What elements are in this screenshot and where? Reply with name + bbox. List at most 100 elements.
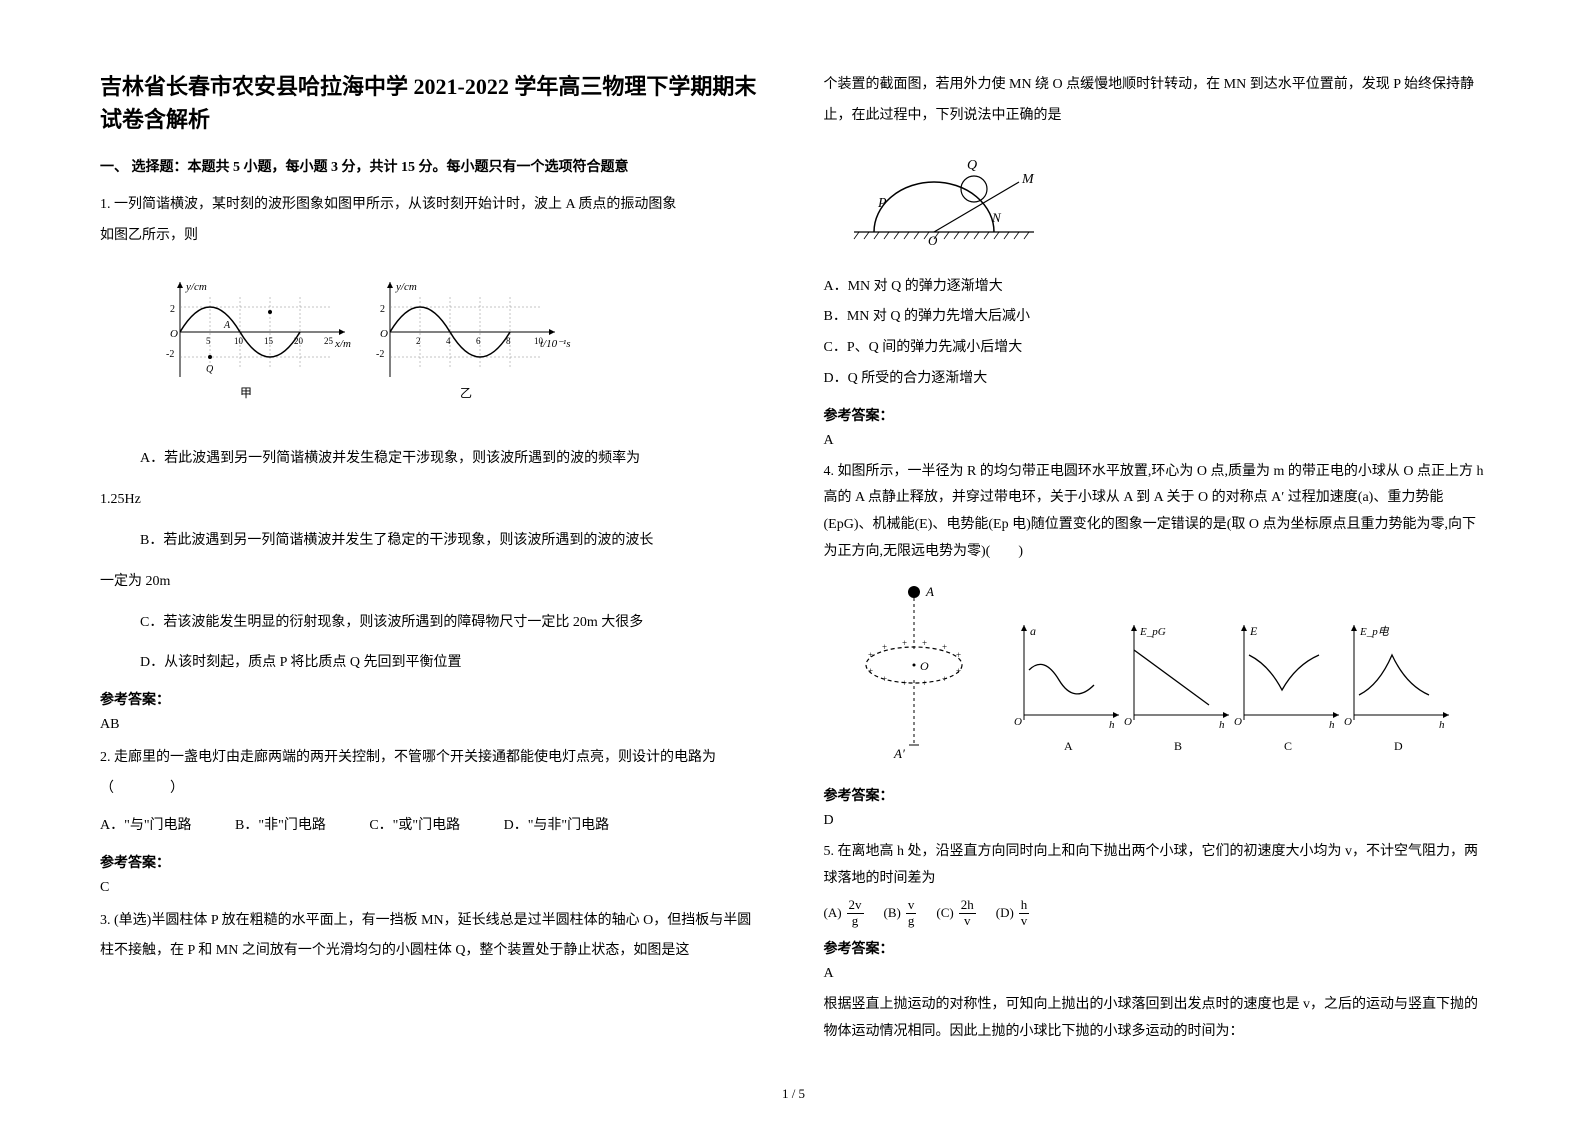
- svg-text:4: 4: [446, 336, 451, 346]
- q5-opt-b-label: (B): [884, 899, 901, 928]
- q2-answer-label: 参考答案：: [100, 852, 764, 872]
- section-header: 一、 选择题：本题共 5 小题，每小题 3 分，共计 15 分。每小题只有一个选…: [100, 156, 764, 176]
- q3-option-a: A．MN 对 Q 的弹力逐渐增大: [824, 272, 1488, 303]
- q2-option-b: B．"非"门电路: [235, 818, 326, 833]
- svg-text:O: O: [170, 328, 178, 340]
- q4-svg: A +++ +++ +++ +++ O A′: [824, 575, 1464, 770]
- svg-text:B: B: [1174, 739, 1182, 753]
- q5-opt-a-label: (A): [824, 899, 842, 928]
- svg-text:h: h: [1439, 719, 1445, 731]
- q1-option-b: B．若此波遇到另一列简谐横波并发生了稳定的干涉现象，则该波所遇到的波的波长: [140, 526, 764, 557]
- svg-text:+: +: [942, 642, 947, 652]
- q3-option-d: D．Q 所受的合力逐渐增大: [824, 364, 1488, 395]
- q3-option-b: B．MN 对 Q 的弹力先增大后减小: [824, 302, 1488, 333]
- q5-answer: A: [824, 966, 1488, 982]
- wave-right-caption: 乙: [460, 386, 472, 400]
- svg-text:+: +: [942, 674, 947, 684]
- svg-text:2: 2: [416, 336, 421, 346]
- q4-diagram: A +++ +++ +++ +++ O A′: [824, 575, 1488, 775]
- q1-stem-2: 如图乙所示，则: [100, 221, 764, 252]
- svg-text:+: +: [956, 650, 961, 660]
- wave-diagram: y/cm x/m 2 -2 5 10 15: [160, 272, 764, 425]
- question-2: 2. 走廊里的一盏电灯由走廊两端的两开关控制，不管哪个开关接通都能使电灯点亮，则…: [100, 743, 764, 841]
- q3-stem: 3. (单选)半圆柱体 P 放在粗糙的水平面上，有一挡板 MN，延长线总是过半圆…: [100, 906, 764, 968]
- svg-text:h: h: [1329, 719, 1335, 731]
- q5-opt-c-label: (C): [936, 899, 953, 928]
- wave-left-caption: 甲: [240, 386, 252, 400]
- q2-answer: C: [100, 880, 764, 896]
- svg-text:E_p电: E_p电: [1359, 625, 1390, 638]
- svg-text:6: 6: [476, 336, 481, 346]
- q1-option-c: C．若该波能发生明显的衍射现象，则该波所遇到的障碍物尺寸一定比 20m 大很多: [140, 608, 764, 639]
- svg-text:10: 10: [234, 336, 244, 346]
- q3-stem-cont: 个装置的截面图，若用外力使 MN 绕 O 点缓慢地顺时针转动，在 MN 到达水平…: [824, 70, 1488, 132]
- q2-options: A．"与"门电路 B．"非"门电路 C．"或"门电路 D．"与非"门电路: [100, 811, 764, 842]
- q4-answer-label: 参考答案：: [824, 785, 1488, 805]
- wave-right-xlabel: t/10⁻¹s: [540, 338, 571, 350]
- wave-svg: y/cm x/m 2 -2 5 10 15: [160, 272, 580, 412]
- svg-text:A: A: [925, 584, 934, 599]
- wave-left-xlabel: x/m: [334, 338, 351, 350]
- q2-option-a: A．"与"门电路: [100, 818, 192, 833]
- q4-stem: 4. 如图所示，一半径为 R 的均匀带正电圆环水平放置,环心为 O 点,质量为 …: [824, 459, 1488, 565]
- wave-left-ylabel: y/cm: [185, 281, 207, 293]
- svg-text:A: A: [1064, 739, 1073, 753]
- svg-text:+: +: [922, 638, 927, 648]
- svg-text:O: O: [1344, 716, 1352, 728]
- svg-text:O: O: [1234, 716, 1242, 728]
- left-column: 吉林省长春市农安县哈拉海中学 2021-2022 学年高三物理下学期期末试卷含解…: [100, 70, 764, 1045]
- q5-opt-d-label: (D): [996, 899, 1014, 928]
- svg-text:10: 10: [534, 336, 544, 346]
- svg-text:E_pG: E_pG: [1139, 626, 1166, 638]
- q5-options: (A) 2vg (B) vg (C) 2hv (D) hv: [824, 898, 1488, 928]
- svg-text:+: +: [902, 638, 907, 648]
- q1-answer: AB: [100, 717, 764, 733]
- svg-text:+: +: [868, 666, 873, 676]
- right-column: 个装置的截面图，若用外力使 MN 绕 O 点缓慢地顺时针转动，在 MN 到达水平…: [824, 70, 1488, 1045]
- question-1: 1. 一列简谐横波，某时刻的波形图象如图甲所示，从该时刻开始计时，波上 A 质点…: [100, 190, 764, 679]
- svg-text:Q: Q: [206, 364, 214, 375]
- svg-text:-2: -2: [376, 349, 384, 360]
- q5-opt-b-frac: vg: [906, 898, 917, 928]
- q3-answer: A: [824, 433, 1488, 449]
- q3-label-n: N: [991, 210, 1002, 225]
- page-number: 1 / 5: [782, 1086, 805, 1102]
- svg-text:O: O: [920, 659, 929, 673]
- svg-text:h: h: [1109, 719, 1115, 731]
- svg-text:+: +: [882, 674, 887, 684]
- q3-diagram: P Q M N O: [844, 147, 1488, 257]
- question-5: 5. 在离地高 h 处，沿竖直方向同时向上和向下抛出两个小球，它们的初速度大小均…: [824, 839, 1488, 928]
- svg-text:+: +: [956, 666, 961, 676]
- q2-option-d: D．"与非"门电路: [504, 818, 610, 833]
- q2-option-c: C．"或"门电路: [369, 818, 460, 833]
- svg-text:A: A: [223, 320, 231, 331]
- svg-text:+: +: [868, 650, 873, 660]
- q4-answer: D: [824, 813, 1488, 829]
- wave-right-ylabel: y/cm: [395, 281, 417, 293]
- q1-option-d: D．从该时刻起，质点 P 将比质点 Q 先回到平衡位置: [140, 648, 764, 679]
- svg-text:O: O: [380, 328, 388, 340]
- q1-answer-label: 参考答案：: [100, 689, 764, 709]
- q1-option-a: A．若此波遇到另一列简谐横波并发生稳定干涉现象，则该波所遇到的波的频率为: [140, 444, 764, 475]
- svg-text:C: C: [1284, 739, 1292, 753]
- q1-stem-1: 1. 一列简谐横波，某时刻的波形图象如图甲所示，从该时刻开始计时，波上 A 质点…: [100, 190, 764, 221]
- q5-explanation: 根据竖直上抛运动的对称性，可知向上抛出的小球落回到出发点时的速度也是 v，之后的…: [824, 992, 1488, 1045]
- wave-ytick-pos: 2: [170, 304, 175, 315]
- q3-svg: P Q M N O: [844, 147, 1064, 252]
- q5-stem: 5. 在离地高 h 处，沿竖直方向同时向上和向下抛出两个小球，它们的初速度大小均…: [824, 839, 1488, 892]
- svg-text:O: O: [1014, 716, 1022, 728]
- q3-option-c: C．P、Q 间的弹力先减小后增大: [824, 333, 1488, 364]
- svg-text:D: D: [1394, 739, 1403, 753]
- svg-text:5: 5: [206, 336, 211, 346]
- svg-text:25: 25: [324, 336, 334, 346]
- document-title: 吉林省长春市农安县哈拉海中学 2021-2022 学年高三物理下学期期末试卷含解…: [100, 70, 764, 136]
- svg-text:O: O: [1124, 716, 1132, 728]
- question-4: 4. 如图所示，一半径为 R 的均匀带正电圆环水平放置,环心为 O 点,质量为 …: [824, 459, 1488, 565]
- svg-text:+: +: [922, 678, 927, 688]
- question-3-stem: 3. (单选)半圆柱体 P 放在粗糙的水平面上，有一挡板 MN，延长线总是过半圆…: [100, 906, 764, 968]
- svg-text:15: 15: [264, 336, 274, 346]
- q3-answer-label: 参考答案：: [824, 405, 1488, 425]
- svg-text:h: h: [1219, 719, 1225, 731]
- svg-text:2: 2: [380, 304, 385, 315]
- q5-answer-label: 参考答案：: [824, 938, 1488, 958]
